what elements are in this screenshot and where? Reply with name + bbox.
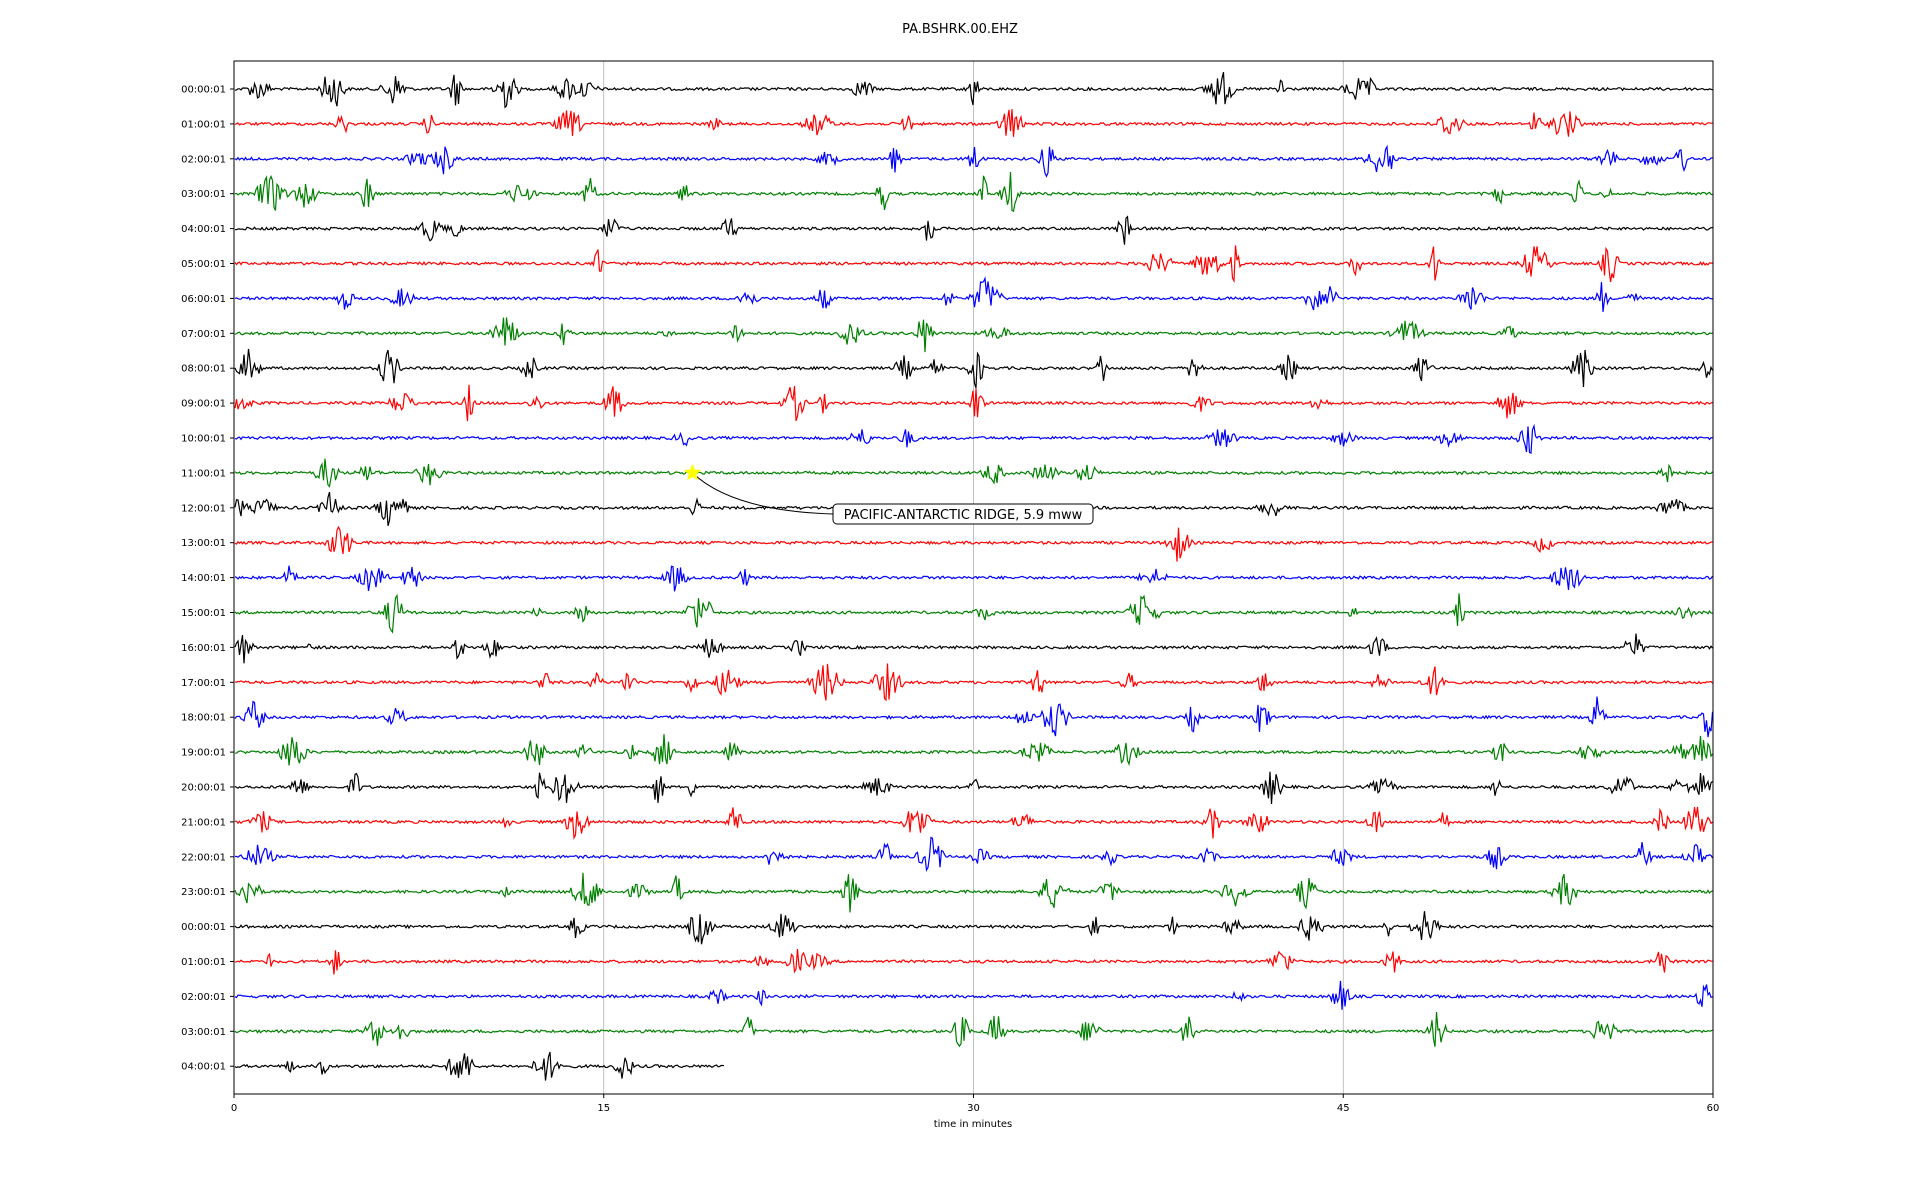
- trace-row: [234, 317, 1713, 353]
- y-tick-label: 08:00:01: [181, 364, 226, 375]
- trace-row: [234, 171, 1713, 213]
- x-tick-label: 0: [231, 1103, 237, 1114]
- y-tick-label: 03:00:01: [181, 1027, 226, 1038]
- trace-row: [234, 836, 1713, 873]
- trace-row: [234, 384, 1713, 422]
- y-tick-label: 02:00:01: [181, 992, 226, 1003]
- annotation-box: [832, 503, 1094, 525]
- trace-row: [234, 663, 1713, 702]
- y-tick-label: 06:00:01: [181, 294, 226, 305]
- y-tick-label: 02:00:01: [181, 154, 226, 165]
- trace-row: [234, 72, 1713, 109]
- y-tick-label: 00:00:01: [181, 85, 226, 96]
- trace-row: [234, 144, 1713, 178]
- y-tick-labels: 00:00:01 01:00:01 02:00:01 03:00:01 04:00:01…: [181, 85, 234, 1073]
- y-tick-label: 15:00:01: [181, 608, 226, 619]
- trace-row: [234, 771, 1713, 805]
- y-tick-label: 23:00:01: [181, 887, 226, 898]
- trace-row: [234, 593, 1713, 634]
- x-tick-label: 45: [1337, 1103, 1350, 1114]
- x-tick-label: 60: [1707, 1103, 1720, 1114]
- y-tick-label: 12:00:01: [181, 503, 226, 514]
- y-tick-label: 21:00:01: [181, 817, 226, 828]
- y-tick-label: 04:00:01: [181, 224, 226, 235]
- annotations: PACIFIC-ANTARCTIC RIDGE, 5.9 mww: [683, 463, 1094, 525]
- y-tick-label: 14:00:01: [181, 573, 226, 584]
- y-tick-label: 01:00:01: [181, 119, 226, 130]
- y-tick-label: 20:00:01: [181, 783, 226, 794]
- trace-row: [234, 109, 1713, 137]
- trace-row: [234, 1011, 1713, 1048]
- y-tick-label: 07:00:01: [181, 329, 226, 340]
- trace-row: [234, 872, 1713, 913]
- y-tick-label: 10:00:01: [181, 434, 226, 445]
- y-tick-label: 11:00:01: [181, 468, 226, 479]
- trace-row: [234, 245, 1713, 284]
- trace-row: [234, 696, 1713, 738]
- trace-row: [234, 949, 1713, 975]
- trace-row: [234, 458, 1713, 488]
- y-tick-label: 13:00:01: [181, 538, 226, 549]
- event-star-marker: [683, 463, 702, 481]
- x-axis-label: time in minutes: [934, 1119, 1013, 1130]
- y-tick-label: 19:00:01: [181, 748, 226, 759]
- y-tick-label: 16:00:01: [181, 643, 226, 654]
- y-tick-label: 05:00:01: [181, 259, 226, 270]
- x-tick-label: 30: [967, 1103, 980, 1114]
- y-tick-label: 09:00:01: [181, 399, 226, 410]
- trace-row: [234, 980, 1713, 1010]
- trace-row: [234, 806, 1713, 840]
- trace-row: [234, 423, 1713, 454]
- trace-row: [234, 348, 1713, 389]
- trace-row: [234, 565, 1713, 592]
- annotation-label: PACIFIC-ANTARCTIC RIDGE, 5.9 mww: [844, 508, 1083, 523]
- y-tick-label: 17:00:01: [181, 678, 226, 689]
- annotation-connector: [692, 472, 834, 515]
- trace-row: [234, 1051, 725, 1081]
- x-ticks: 0 15 30 45 60: [231, 1094, 1720, 1114]
- x-tick-label: 15: [597, 1103, 610, 1114]
- seismogram-traces: [234, 72, 1713, 1081]
- trace-row: [234, 525, 1713, 562]
- trace-row: [234, 633, 1713, 664]
- y-tick-label: 00:00:01: [181, 922, 226, 933]
- trace-row: [234, 911, 1713, 945]
- y-tick-label: 01:00:01: [181, 957, 226, 968]
- y-tick-label: 22:00:01: [181, 852, 226, 863]
- y-tick-label: 03:00:01: [181, 189, 226, 200]
- y-tick-label: 18:00:01: [181, 713, 226, 724]
- trace-row: [234, 276, 1713, 312]
- chart-title: PA.BSHRK.00.EHZ: [902, 22, 1018, 37]
- trace-row: [234, 215, 1713, 245]
- trace-row: [234, 734, 1713, 767]
- y-tick-label: 04:00:01: [181, 1062, 226, 1073]
